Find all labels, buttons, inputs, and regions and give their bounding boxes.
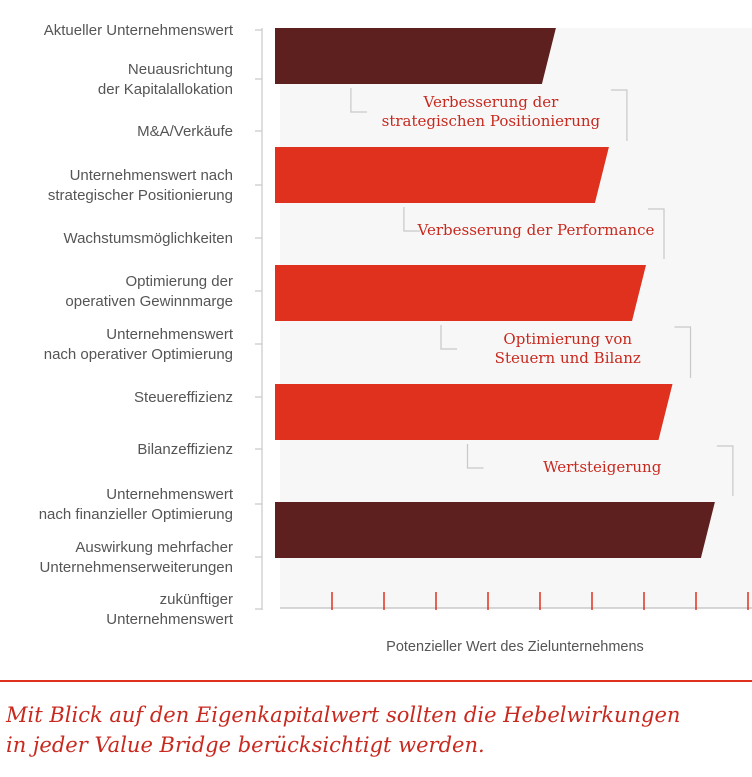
row-label: zukünftiger Unternehmenswert: [106, 591, 234, 628]
row-label: Unternehmenswert nach finanzieller Optimi…: [39, 486, 234, 523]
x-axis-title: Potenzieller Wert des Zielunternehmens: [386, 639, 644, 655]
bracket-left: [350, 88, 367, 113]
row-labels: Aktueller Unternehmenswert Neuausrichtung…: [39, 22, 234, 628]
bar: [275, 502, 715, 558]
bracket-left: [440, 325, 457, 350]
bracket-right: [716, 445, 734, 496]
caption: Mit Blick auf den Eigenkapitalwert sollt…: [6, 700, 751, 760]
caption-divider: [0, 680, 752, 682]
bracket-label: Verbesserung der strategischen Positionie…: [382, 93, 601, 130]
bracket-right: [674, 326, 692, 378]
row-label: M&A/Verkäufe: [137, 123, 233, 140]
bracket-right: [610, 89, 628, 141]
brackets-layer: Verbesserung der strategischen Positionie…: [350, 88, 734, 496]
bracket-label: Verbesserung der Performance: [417, 221, 655, 239]
bar: [275, 384, 673, 440]
row-label: Neuausrichtung der Kapitalallokation: [98, 61, 233, 98]
bracket-left: [403, 207, 420, 232]
bracket-label: Wertsteigerung: [543, 458, 662, 476]
bar: [275, 28, 556, 84]
bracket-left: [466, 444, 484, 469]
row-label: Unternehmenswert nach strategischer Posit…: [48, 167, 233, 204]
bar: [275, 147, 609, 203]
bracket-label: Optimierung von Steuern und Bilanz: [495, 330, 641, 367]
row-label: Auswirkung mehrfacher Unternehmenserweite…: [40, 539, 233, 576]
caption-line-2: in jeder Value Bridge berücksichtigt wer…: [6, 733, 485, 757]
row-label: Optimierung der operativen Gewinnmarge: [65, 273, 233, 310]
row-label: Unternehmenswert nach operativer Optimier…: [44, 326, 234, 363]
value-bridge-chart: Verbesserung der strategischen Positionie…: [39, 22, 752, 655]
bar: [275, 265, 646, 321]
axis-layer: [255, 28, 752, 610]
row-label: Wachstumsmöglichkeiten: [63, 230, 233, 247]
row-label: Steuereffizienz: [134, 389, 233, 406]
row-label: Bilanzeffizienz: [137, 441, 233, 458]
bars-layer: [275, 28, 715, 558]
caption-line-1: Mit Blick auf den Eigenkapitalwert sollt…: [6, 703, 681, 727]
bracket-right: [648, 208, 665, 259]
row-label: Aktueller Unternehmenswert: [44, 22, 234, 39]
